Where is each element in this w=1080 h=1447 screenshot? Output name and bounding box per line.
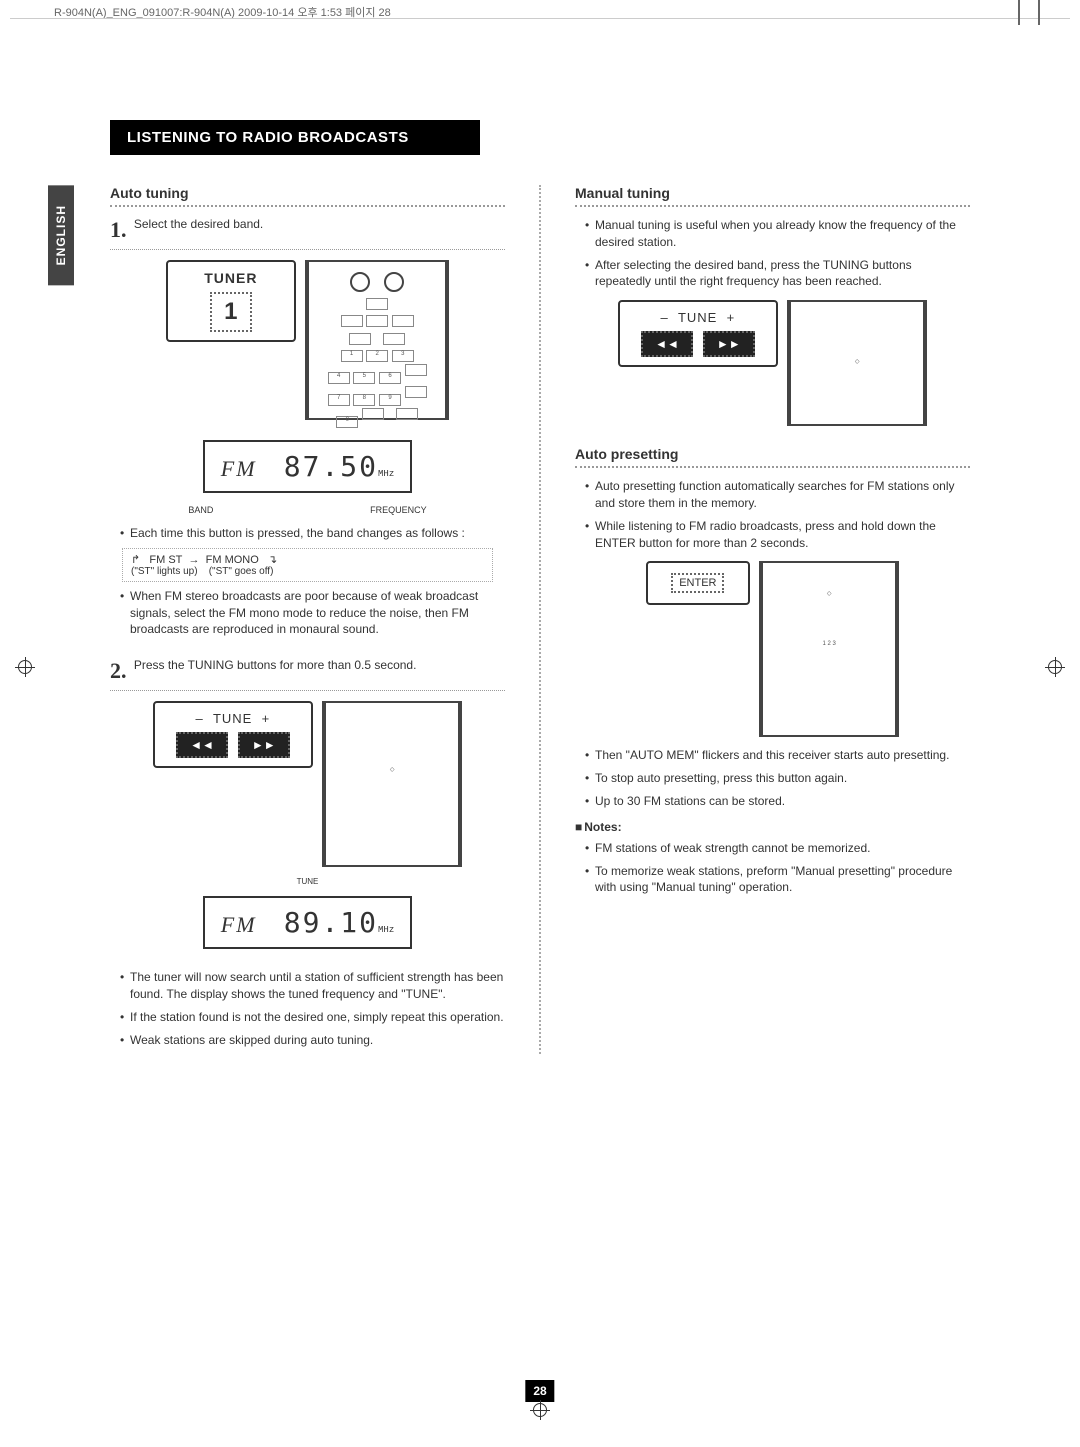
notes-list: FM stations of weak strength cannot be m… (575, 840, 970, 896)
tune-label: TUNE (213, 711, 252, 726)
bullet-text: Manual tuning is useful when you already… (585, 217, 970, 251)
tuner-panel: TUNER 1 (166, 260, 296, 342)
bullets: Auto presetting function automatically s… (575, 478, 970, 551)
bullet-text: When FM stereo broadcasts are poor becau… (120, 588, 505, 638)
enter-diagram: ENTER ◇ 1 2 3 (575, 561, 970, 737)
crop-mark (1038, 0, 1040, 25)
lcd-unit: MHz (378, 469, 394, 479)
tune-panel: – TUNE + ◄◄ ►► (153, 701, 313, 768)
st-lights: ("ST" lights up) (131, 566, 198, 577)
tune-prev-button: ◄◄ (641, 331, 693, 357)
step-text: Select the desired band. (134, 217, 263, 231)
lcd-band: FM (221, 912, 257, 938)
note-text: FM stations of weak strength cannot be m… (585, 840, 970, 857)
left-column: Auto tuning 1. Select the desired band. … (110, 185, 505, 1054)
registration-mark-bottom (533, 1403, 547, 1417)
bullets: Each time this button is pressed, the ba… (110, 525, 505, 542)
vertical-divider (539, 185, 541, 1054)
tune-plus: + (262, 711, 271, 726)
lcd-unit: MHz (378, 925, 394, 935)
divider (110, 249, 505, 250)
page-title: LISTENING TO RADIO BROADCASTS (110, 120, 480, 155)
note-text: To memorize weak stations, preform "Manu… (585, 863, 970, 897)
manual-tune-diagram: – TUNE + ◄◄ ►► (575, 300, 970, 426)
tune-plus: + (727, 310, 736, 325)
step-text: Press the TUNING buttons for more than 0… (134, 658, 417, 672)
tuner-diagram: TUNER 1 1 2 3 4 5 6 7 8 9 0 (110, 260, 505, 420)
freq-label: FREQUENCY (370, 505, 427, 515)
manual-tuning-title: Manual tuning (575, 185, 970, 207)
band-label: BAND (188, 505, 213, 515)
fm-st: FM ST (149, 554, 182, 566)
bullets: Manual tuning is useful when you already… (575, 217, 970, 290)
lcd-frequency: 87.50 (284, 450, 378, 483)
step-number: 2. (110, 658, 127, 684)
tuner-label: TUNER (176, 270, 286, 286)
tune-tiny-label: TUNE (110, 877, 505, 886)
remote-diagram-4: ◇ 1 2 3 (759, 561, 899, 737)
remote-diagram-2: ◇ (322, 701, 462, 867)
remote-diagram: 1 2 3 4 5 6 7 8 9 0 (305, 260, 449, 420)
lcd-display-1: FM 87.50MHz BAND FREQUENCY (110, 430, 505, 515)
tune-prev-button: ◄◄ (176, 732, 228, 758)
tune-next-button: ►► (703, 331, 755, 357)
tune-minus: – (660, 310, 668, 325)
bullet-text: Up to 30 FM stations can be stored. (585, 793, 970, 810)
lcd-frequency: 89.10 (284, 906, 378, 939)
tune-minus: – (195, 711, 203, 726)
band-flow-diagram: ↱ FM ST → FM MONO ↴ ("ST" lights up) ("S… (122, 548, 493, 582)
auto-presetting-title: Auto presetting (575, 446, 970, 468)
bullet-text: The tuner will now search until a statio… (120, 969, 505, 1003)
bullet-text: Weak stations are skipped during auto tu… (120, 1032, 505, 1049)
page-container: ENGLISH LISTENING TO RADIO BROADCASTS Au… (110, 120, 970, 1327)
tune-panel: – TUNE + ◄◄ ►► (618, 300, 778, 367)
notes-heading: Notes: (575, 820, 970, 834)
remote-diagram-3: ◇ (787, 300, 927, 426)
tuner-button-1: 1 (210, 292, 251, 332)
bullet-text: To stop auto presetting, press this butt… (585, 770, 970, 787)
enter-button: ENTER (671, 573, 724, 593)
tune-diagram: – TUNE + ◄◄ ►► (110, 701, 505, 867)
tune-label: TUNE (678, 310, 717, 325)
page-number: 28 (525, 1380, 554, 1402)
st-off: ("ST" goes off) (209, 566, 274, 577)
bullet-text: Then "AUTO MEM" flickers and this receiv… (585, 747, 970, 764)
step-1: 1. Select the desired band. (110, 217, 505, 243)
bullet-text: While listening to FM radio broadcasts, … (585, 518, 970, 552)
lcd-display-2: TUNE FM 89.10MHz (110, 877, 505, 959)
step-number: 1. (110, 217, 127, 243)
bullet-text: If the station found is not the desired … (120, 1009, 505, 1026)
registration-mark-left (18, 660, 32, 674)
lcd-band: FM (221, 456, 257, 482)
registration-mark-right (1048, 660, 1062, 674)
bullets: Then "AUTO MEM" flickers and this receiv… (575, 747, 970, 809)
divider (110, 690, 505, 691)
step-2: 2. Press the TUNING buttons for more tha… (110, 658, 505, 684)
bullet-text: Auto presetting function automatically s… (585, 478, 970, 512)
crop-mark (1018, 0, 1020, 25)
bullets: The tuner will now search until a statio… (110, 969, 505, 1048)
fm-mono: FM MONO (206, 554, 259, 566)
tune-next-button: ►► (238, 732, 290, 758)
top-rule (10, 18, 1070, 19)
bullet-text: Each time this button is pressed, the ba… (120, 525, 505, 542)
bullet-text: After selecting the desired band, press … (585, 257, 970, 291)
bullets: When FM stereo broadcasts are poor becau… (110, 588, 505, 638)
right-column: Manual tuning Manual tuning is useful wh… (575, 185, 970, 1054)
language-tab: ENGLISH (48, 185, 74, 285)
two-column-layout: Auto tuning 1. Select the desired band. … (110, 185, 970, 1054)
auto-tuning-title: Auto tuning (110, 185, 505, 207)
enter-panel: ENTER (646, 561, 750, 605)
